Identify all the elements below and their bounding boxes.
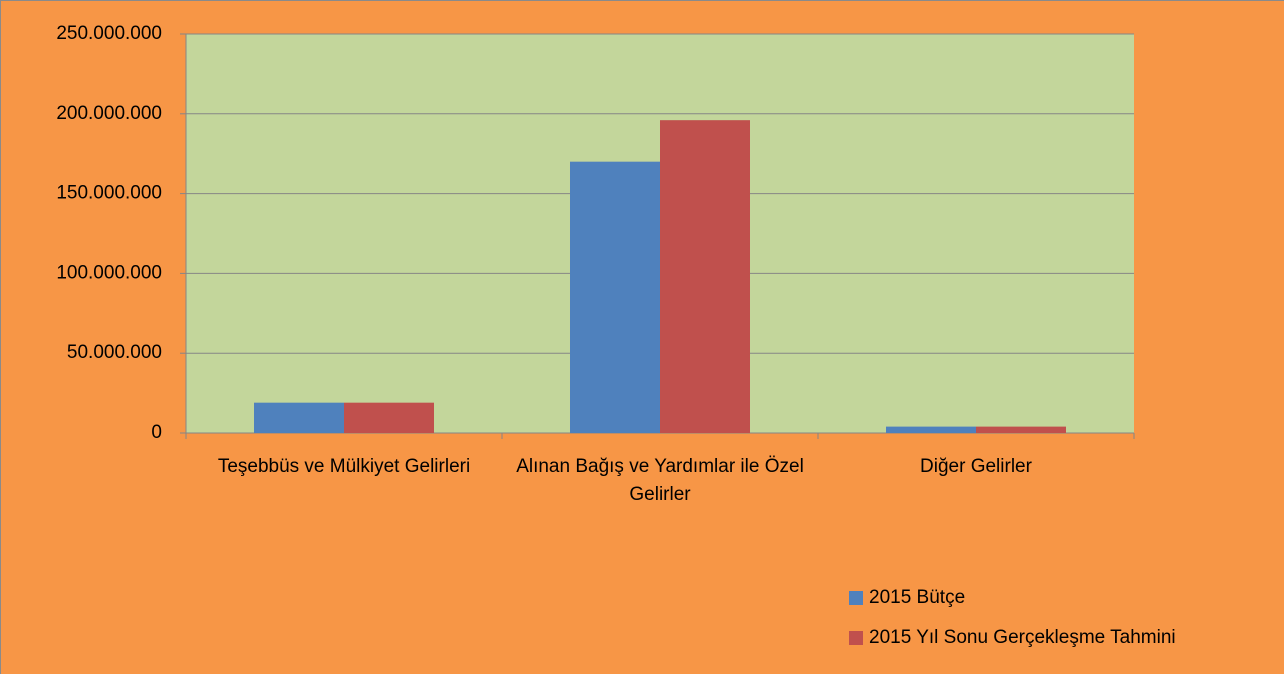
bar <box>344 402 434 433</box>
y-tick-label: 100.000.000 <box>56 262 162 283</box>
bar <box>254 402 344 433</box>
legend-swatch <box>849 631 863 645</box>
y-tick-label: 250.000.000 <box>56 23 162 44</box>
y-tick-label: 200.000.000 <box>56 103 162 124</box>
x-tick-label: Alınan Bağış ve Yardımlar ile Özel Gelir… <box>516 456 804 505</box>
bar <box>570 161 660 433</box>
bar <box>976 426 1066 433</box>
legend-swatch <box>849 591 863 605</box>
x-tick-label: Diğer Gelirler <box>920 456 1032 477</box>
x-tick-label: Teşebbüs ve Mülkiyet Gelirleri <box>217 456 471 477</box>
y-tick-label: 150.000.000 <box>56 183 162 204</box>
legend-label: 2015 Yıl Sonu Gerçekleşme Tahmini <box>869 627 1176 648</box>
bar <box>886 426 976 433</box>
y-tick-label: 50.000.000 <box>67 342 162 363</box>
bar <box>660 120 750 434</box>
legend-label: 2015 Bütçe <box>869 587 965 608</box>
y-tick-label: 0 <box>151 422 162 443</box>
